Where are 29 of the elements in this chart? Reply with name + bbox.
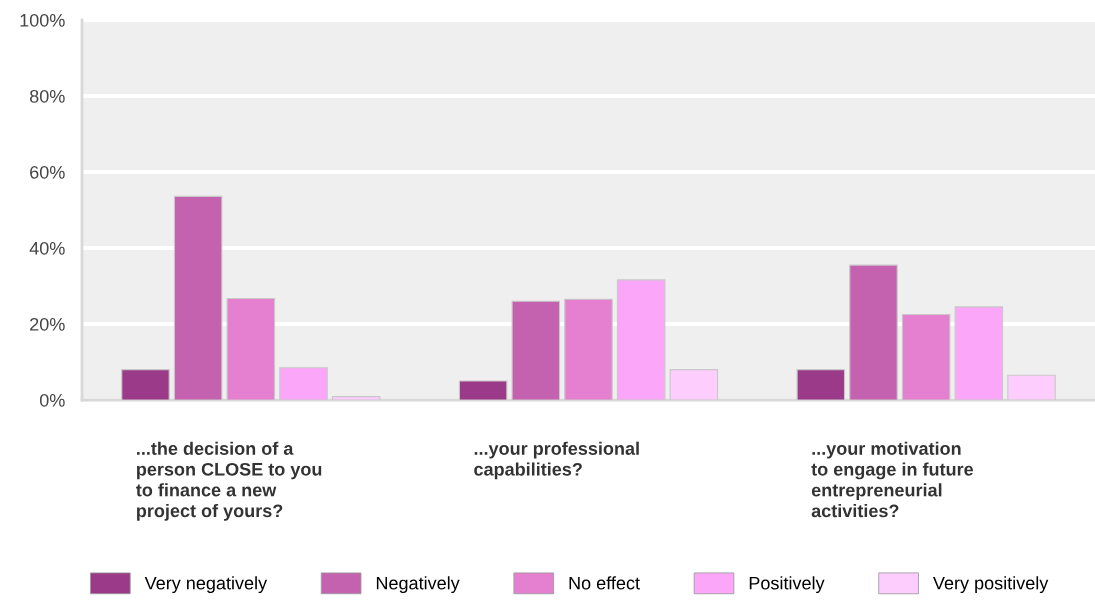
y-tick-label: 60% [30, 165, 65, 179]
bar [279, 367, 328, 400]
y-tick-label: 0% [39, 393, 65, 407]
legend-label: Positively [749, 576, 825, 594]
bar [669, 369, 719, 400]
bar [849, 264, 898, 400]
legend-label: Very positively [933, 576, 1049, 594]
x-tick-label: ...your professional capabilities? [474, 441, 639, 480]
x-tick-label: ...your motivation to engage in future entrepreneurial activities? [811, 441, 974, 518]
y-tick-label: 80% [29, 89, 65, 103]
legend-label: No effect [569, 576, 640, 590]
bar [173, 195, 223, 400]
bar [1007, 374, 1056, 400]
bar [331, 396, 381, 400]
y-tick-label: 40% [29, 241, 65, 255]
legend-label: Very negatively [144, 576, 268, 594]
bar [616, 279, 666, 400]
bar [458, 380, 508, 400]
y-tick-label: 100% [20, 13, 65, 27]
bar [954, 306, 1004, 400]
bar [121, 369, 170, 400]
bar [226, 297, 276, 400]
bar [901, 313, 951, 400]
y-tick-label: 20% [30, 317, 65, 331]
x-tick-label: ...the decision of a person CLOSE to you to finance a new project of yours? [136, 441, 322, 521]
bar [511, 300, 561, 400]
bar [796, 369, 846, 400]
bar [564, 298, 613, 400]
legend-label: Negatively [376, 576, 460, 594]
